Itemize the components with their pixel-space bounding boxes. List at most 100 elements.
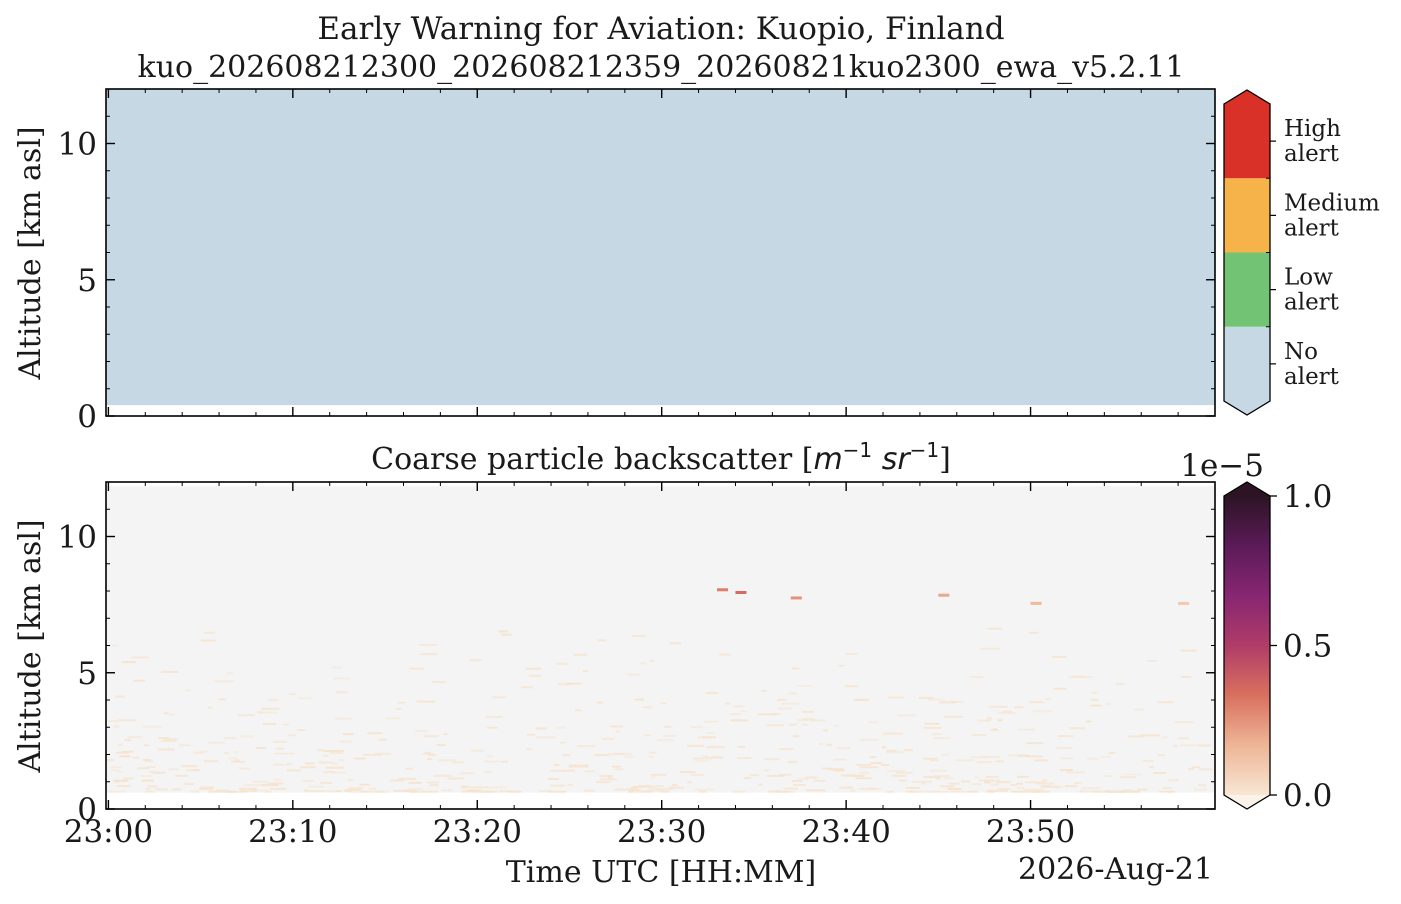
backscatter-cell [836, 747, 851, 750]
backscatter-cell [797, 777, 809, 780]
title-bracket-open: [ [802, 442, 814, 477]
backscatter-cell [806, 789, 826, 792]
backscatter-cell [930, 769, 947, 772]
backscatter-cell [607, 776, 613, 779]
xtick-label: 23:00 [64, 814, 153, 850]
backscatter-cell [833, 758, 847, 761]
backscatter-cell [273, 778, 283, 781]
backscatter-cell [1060, 757, 1074, 760]
backscatter-cell [286, 769, 302, 772]
backscatter-cell [792, 779, 803, 782]
backscatter-cell [706, 746, 726, 749]
backscatter-cell [252, 780, 268, 783]
backscatter-cell [343, 789, 353, 792]
backscatter-cell [199, 750, 209, 753]
backscatter-cell [1081, 787, 1101, 790]
backscatter-cell [231, 790, 248, 793]
backscatter-cell [179, 744, 191, 747]
backscatter-cell [659, 790, 670, 793]
backscatter-cell [208, 790, 221, 793]
ytick-label: 0 [77, 792, 97, 828]
backscatter-cell [624, 755, 635, 758]
backscatter-cell [107, 790, 126, 793]
backscatter-cell [452, 761, 465, 764]
backscatter-cell [1123, 773, 1142, 776]
backscatter-cell [548, 777, 559, 780]
backscatter-cell [741, 710, 748, 713]
backscatter-cell [262, 723, 276, 726]
alert-ytick-labels: 0 5 10 [58, 127, 97, 436]
backscatter-axis-ticks [106, 481, 1215, 810]
backscatter-cell [147, 785, 159, 788]
backscatter-cell [447, 777, 465, 780]
backscatter-cell [833, 724, 839, 727]
backscatter-layer-point [735, 591, 747, 594]
backscatter-cell [987, 627, 1002, 630]
backscatter-cell [698, 790, 707, 793]
backscatter-cell [110, 766, 122, 769]
backscatter-cell [961, 780, 971, 783]
backscatter-cell [1100, 755, 1111, 758]
backscatter-cell [1001, 710, 1012, 713]
backscatter-cell [443, 732, 448, 735]
backscatter-cell [168, 713, 175, 716]
backscatter-cell [137, 767, 150, 770]
backscatter-cell [1066, 771, 1085, 774]
backscatter-cell [870, 762, 882, 765]
backscatter-cell [423, 735, 439, 738]
backscatter-xtick-labels: 23:00 23:10 23:20 23:30 23:40 23:50 [64, 814, 1076, 850]
x-axis-label: Time UTC [HH:MM] [506, 855, 816, 890]
backscatter-cell [860, 738, 879, 741]
backscatter-cell [743, 777, 752, 780]
backscatter-cell [148, 770, 155, 773]
backscatter-cell [398, 701, 406, 704]
backscatter-cell [671, 784, 678, 787]
backscatter-cell [777, 698, 786, 701]
xtick-label: 23:20 [433, 814, 522, 850]
backscatter-cell [161, 740, 177, 743]
backscatter-cell [569, 764, 589, 767]
backscatter-cell [468, 659, 482, 662]
backscatter-cell [557, 683, 571, 686]
backscatter-cell [199, 787, 213, 790]
backscatter-cell [669, 642, 682, 645]
backscatter-cell [145, 790, 155, 793]
ytick-label: 5 [77, 656, 97, 692]
backscatter-cell [905, 790, 913, 793]
alert-colorbar-label: Medium [1284, 190, 1380, 216]
backscatter-cell [809, 719, 826, 722]
backscatter-cell [921, 782, 926, 785]
backscatter-cell [797, 718, 808, 721]
backscatter-cell [251, 789, 268, 792]
backscatter-cell [935, 777, 941, 780]
backscatter-cell [1198, 784, 1207, 787]
backscatter-cell [393, 789, 412, 792]
backscatter-cell [662, 734, 676, 737]
backscatter-cell [427, 758, 433, 761]
backscatter-cell [918, 696, 934, 699]
backscatter-cell [1166, 790, 1174, 793]
backscatter-cell [107, 644, 118, 647]
backscatter-cell [131, 656, 149, 659]
backscatter-cell [269, 787, 287, 790]
backscatter-cell [846, 774, 865, 777]
backscatter-cell [331, 666, 342, 669]
backscatter-data-region [106, 486, 1215, 793]
backscatter-cell [261, 784, 279, 787]
backscatter-title: Coarse particle backscatter [m−1 sr−1] [371, 438, 951, 477]
backscatter-cell [966, 790, 978, 793]
backscatter-cell [1059, 769, 1073, 772]
backscatter-cell [869, 756, 877, 759]
backscatter-cell [424, 751, 431, 754]
backscatter-cell [562, 754, 571, 757]
backscatter-cell [302, 780, 314, 783]
backscatter-cell [320, 781, 333, 784]
backscatter-cell [333, 677, 350, 680]
backscatter-cell [118, 719, 136, 722]
backscatter-cell [929, 759, 939, 762]
backscatter-cell [1090, 704, 1103, 707]
backscatter-cell [162, 738, 179, 741]
backscatter-layer-point [1178, 601, 1190, 605]
backscatter-cell [240, 735, 254, 738]
backscatter-cell [353, 757, 366, 760]
